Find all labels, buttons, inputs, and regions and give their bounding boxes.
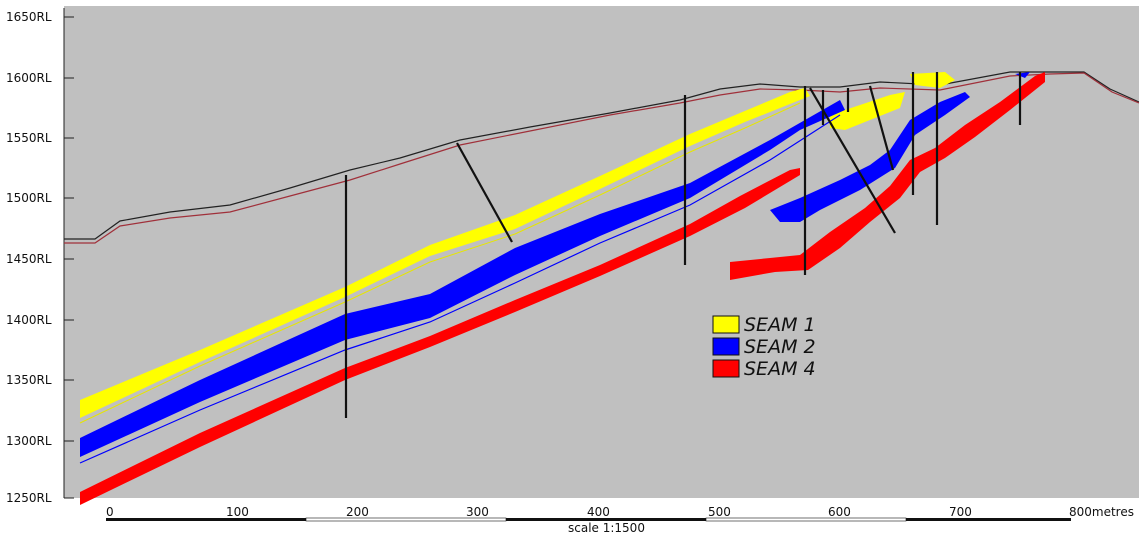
elevation-label: 1650RL xyxy=(6,10,52,24)
elevation-label: 1400RL xyxy=(6,313,52,327)
distance-label: 700 xyxy=(949,505,972,519)
distance-label: 600 xyxy=(828,505,851,519)
distance-label: 200 xyxy=(346,505,369,519)
distance-label: 800metres xyxy=(1069,505,1134,519)
legend-swatch-seam-2 xyxy=(712,337,740,356)
elevation-label: 1250RL xyxy=(6,491,52,505)
legend-label-seam-1: SEAM 1 xyxy=(744,314,816,336)
scale-bar: scale 1:1500 xyxy=(106,517,1071,535)
drillhole xyxy=(868,85,895,171)
distance-label: 300 xyxy=(466,505,489,519)
seam-2-band xyxy=(79,72,1030,464)
distance-label: 400 xyxy=(587,505,610,519)
scale-label: scale 1:1500 xyxy=(568,521,645,535)
elevation-label: 1450RL xyxy=(6,252,52,266)
elevation-label: 1300RL xyxy=(6,434,52,448)
elevation-label: 1600RL xyxy=(6,71,52,85)
legend: SEAM 1 SEAM 2 SEAM 4 xyxy=(712,314,816,380)
elevation-label: 1350RL xyxy=(6,373,52,387)
seam-4-band xyxy=(80,72,1045,505)
elevation-axis: 1650RL 1600RL 1550RL 1500RL 1450RL 1400R… xyxy=(6,8,74,505)
surface-line-black xyxy=(64,71,1139,240)
distance-label: 100 xyxy=(226,505,249,519)
legend-swatch-seam-4 xyxy=(712,359,740,378)
drillhole xyxy=(456,142,513,243)
distance-label: 500 xyxy=(708,505,731,519)
legend-swatch-seam-1 xyxy=(712,315,740,334)
elevation-label: 1550RL xyxy=(6,131,52,145)
legend-label-seam-2: SEAM 2 xyxy=(744,336,816,358)
elevation-label: 1500RL xyxy=(6,191,52,205)
drillhole xyxy=(809,87,896,234)
legend-label-seam-4: SEAM 4 xyxy=(744,358,816,380)
drillholes xyxy=(344,72,1022,418)
distance-label: 0 xyxy=(106,505,114,519)
distance-axis: 0 100 200 300 400 500 600 700 800metres xyxy=(106,505,1134,519)
seam-1-band xyxy=(79,72,955,424)
